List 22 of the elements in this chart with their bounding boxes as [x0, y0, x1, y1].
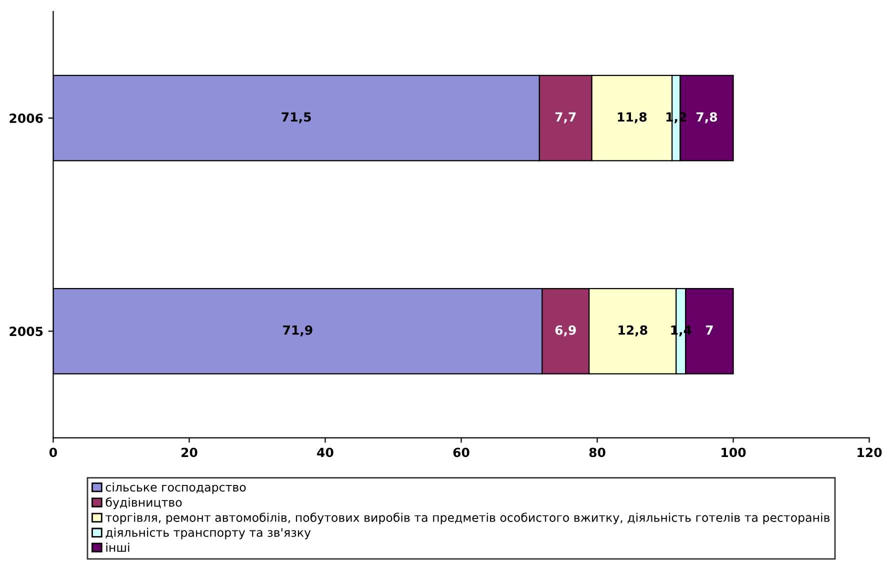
legend-label: торгівля, ремонт автомобілів, побутових виробів та предметів особистого вжитку, діяльність готелів та ресторанів: [106, 512, 830, 524]
data-label: 71,5: [282, 112, 311, 124]
x-tick-label: 100: [722, 448, 746, 458]
legend-label: інші: [106, 542, 130, 552]
x-tick-label: 80: [589, 448, 606, 458]
legend-label: діяльність транспорту та зв'язку: [106, 528, 311, 540]
y-tick-label: 2006: [10, 114, 43, 124]
y-tick-label: 2005: [10, 326, 43, 336]
x-tick-label: 0: [49, 448, 57, 458]
x-tick-label: 40: [317, 448, 334, 458]
legend-label: будівництво: [106, 497, 182, 510]
data-label: 11,8: [618, 112, 647, 124]
data-label: 7: [706, 326, 713, 335]
data-label: 71,9: [283, 325, 312, 336]
x-tick-label: 60: [453, 448, 470, 458]
data-label: 7,8: [696, 112, 718, 124]
x-tick-label: 120: [858, 448, 882, 458]
data-label: 6,9: [555, 325, 576, 336]
x-tick-label: 20: [182, 448, 198, 458]
data-label: 12,8: [618, 325, 648, 336]
data-label: 7,7: [555, 112, 576, 124]
legend-label: сільське господарство: [106, 482, 246, 494]
